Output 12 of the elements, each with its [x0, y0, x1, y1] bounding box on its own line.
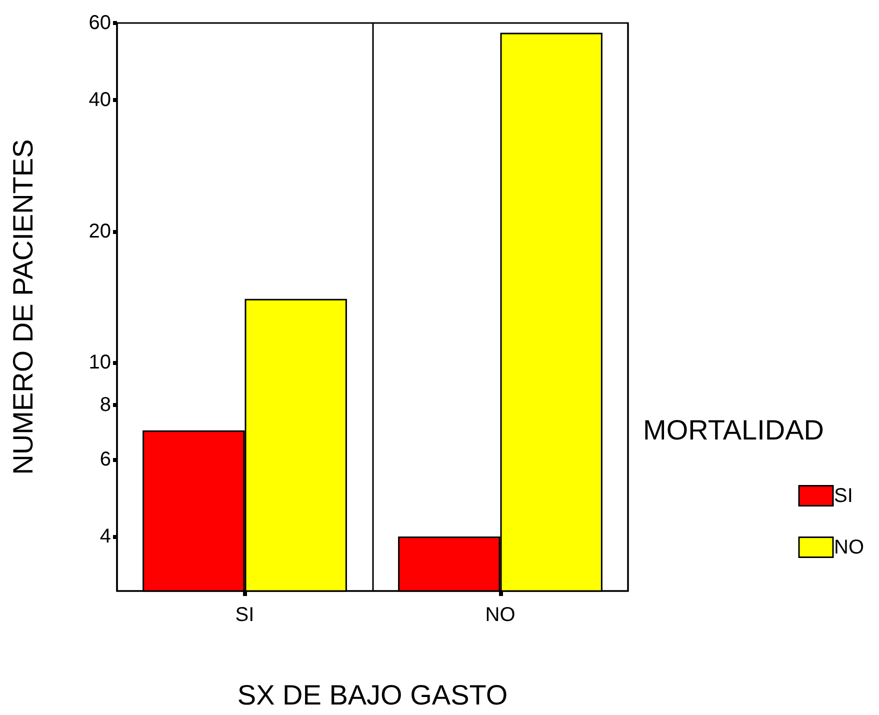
y-tick-label: 60: [88, 12, 111, 34]
y-tick-label: 40: [88, 88, 111, 111]
legend-label: NO: [834, 536, 864, 558]
x-axis-title: SX DE BAJO GASTO: [237, 680, 508, 710]
legend-label: SI: [834, 484, 853, 507]
y-tick-label: 8: [100, 394, 111, 416]
y-tick-label: 20: [88, 220, 111, 242]
legend-title: MORTALIDAD: [643, 414, 824, 446]
y-tick-label: 4: [100, 525, 111, 548]
y-tick-label: 10: [88, 352, 111, 374]
y-tick-label: 6: [100, 448, 111, 471]
y-axis-title: NUMERO DE PACIENTES: [8, 139, 38, 475]
